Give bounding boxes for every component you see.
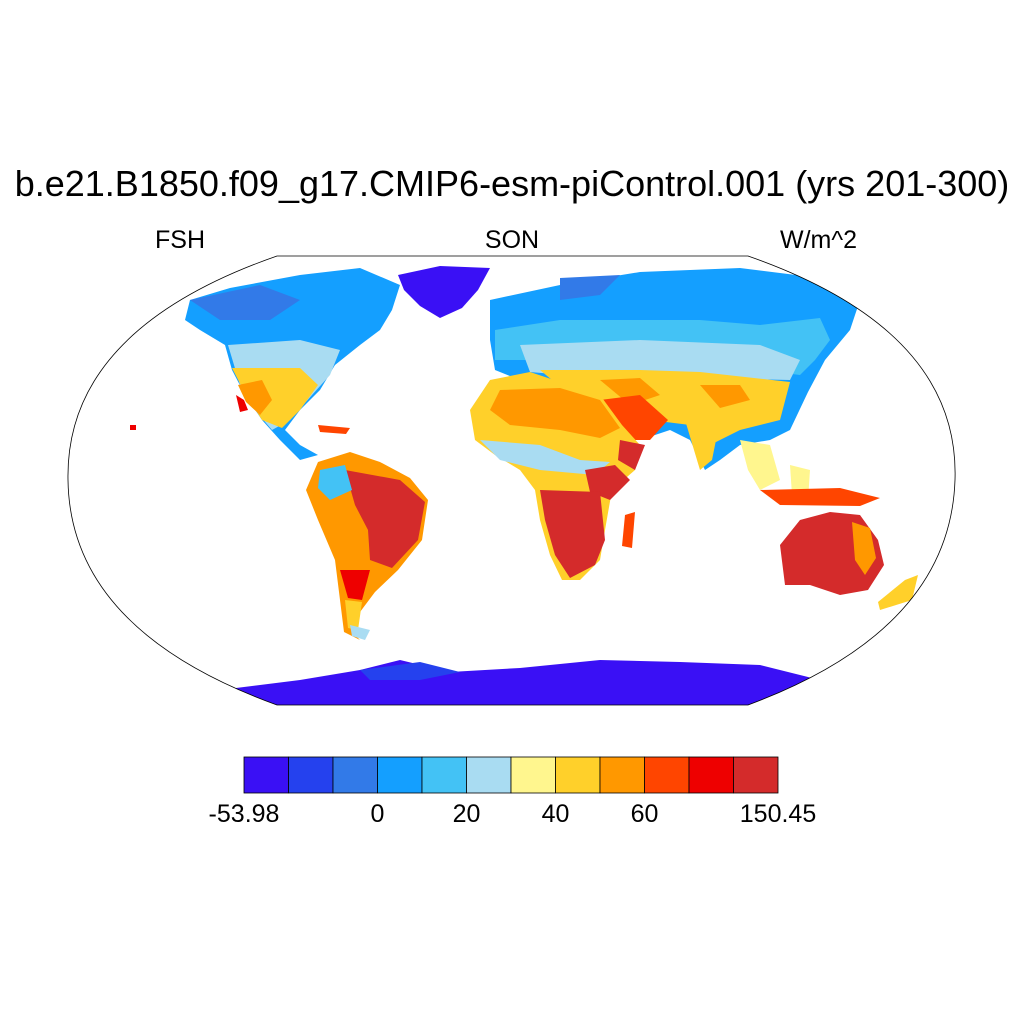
season-label: SON	[484, 226, 540, 254]
colorbar	[243, 756, 779, 794]
colorbar-tick-label: 20	[452, 800, 481, 828]
colorbar-swatch	[332, 756, 378, 794]
colorbar-swatch	[421, 756, 467, 794]
colorbar-swatch	[733, 756, 779, 794]
colorbar-swatch	[555, 756, 601, 794]
variable-label: FSH	[155, 226, 205, 254]
colorbar-tick-label: 150.45	[739, 800, 817, 828]
colorbar-swatch	[688, 756, 734, 794]
colorbar-swatch	[377, 756, 423, 794]
plot-title: b.e21.B1850.f09_g17.CMIP6-esm-piControl.…	[14, 163, 1010, 204]
colorbar-tick-label: 40	[541, 800, 570, 828]
greenland	[398, 266, 490, 318]
colorbar-swatch	[510, 756, 556, 794]
colorbar-swatch	[644, 756, 690, 794]
colorbar-swatch	[243, 756, 289, 794]
colorbar-swatch	[288, 756, 334, 794]
colorbar-tick-label: 0	[370, 800, 385, 828]
units-label: W/m^2	[780, 226, 858, 254]
colorbar-swatch	[466, 756, 512, 794]
colorbar-tick-label: 60	[630, 800, 659, 828]
colorbar-swatch	[599, 756, 645, 794]
colorbar-tick-label: -53.98	[208, 800, 280, 828]
map-outline	[67, 255, 956, 706]
